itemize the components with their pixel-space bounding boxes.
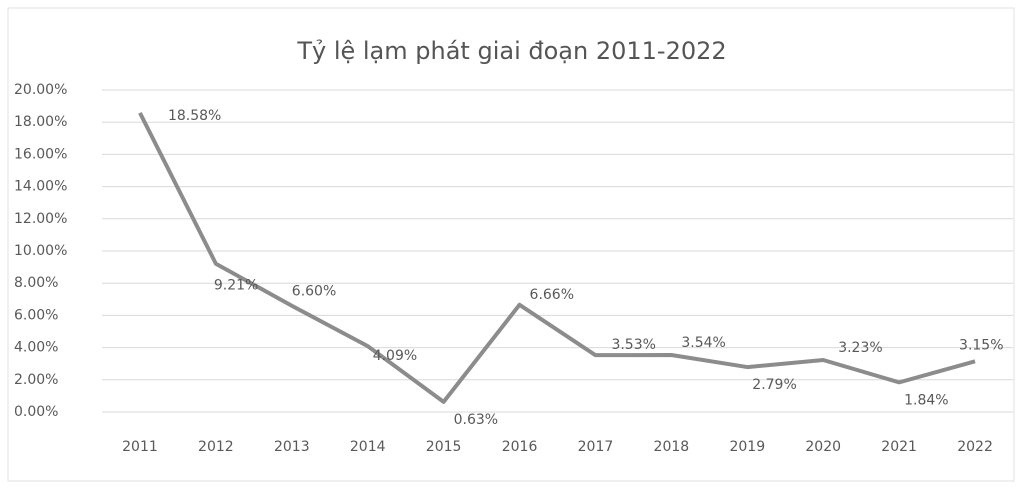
y-tick-label: 6.00% xyxy=(14,307,58,323)
x-tick-label: 2021 xyxy=(881,439,917,455)
y-tick-label: 20.00% xyxy=(14,82,67,98)
x-tick-label: 2022 xyxy=(957,439,993,455)
data-label: 9.21% xyxy=(214,278,258,294)
data-label: 18.58% xyxy=(168,108,221,124)
y-tick-label: 16.00% xyxy=(14,146,67,162)
data-label: 3.23% xyxy=(838,340,882,356)
y-tick-label: 14.00% xyxy=(14,179,67,195)
y-tick-label: 2.00% xyxy=(14,372,58,388)
y-tick-label: 12.00% xyxy=(14,211,67,227)
data-label: 2.79% xyxy=(752,377,796,393)
data-label: 1.84% xyxy=(904,392,948,408)
y-tick-label: 18.00% xyxy=(14,114,67,130)
x-tick-label: 2020 xyxy=(805,439,841,455)
x-tick-label: 2011 xyxy=(122,439,158,455)
x-tick-label: 2019 xyxy=(729,439,765,455)
data-label: 3.53% xyxy=(611,337,655,353)
x-tick-label: 2013 xyxy=(274,439,310,455)
x-tick-label: 2014 xyxy=(350,439,386,455)
line xyxy=(138,111,976,404)
data-label: 4.09% xyxy=(373,348,417,364)
x-tick-label: 2012 xyxy=(198,439,234,455)
x-tick-label: 2016 xyxy=(502,439,538,455)
chart-frame xyxy=(7,7,1015,482)
x-tick-label: 2018 xyxy=(654,439,690,455)
data-label: 3.54% xyxy=(681,335,725,351)
y-tick-label: 4.00% xyxy=(14,340,58,356)
data-label: 0.63% xyxy=(454,412,498,428)
y-tick-label: 10.00% xyxy=(14,243,67,259)
data-label: 6.66% xyxy=(530,287,574,303)
y-tick-label: 8.00% xyxy=(14,275,58,291)
chart-title: Tỷ lệ lạm phát giai đoạn 2011-2022 xyxy=(296,37,726,65)
y-tick-label: 0.00% xyxy=(14,404,58,420)
x-tick-label: 2015 xyxy=(426,439,462,455)
data-label: 6.60% xyxy=(292,284,336,300)
x-tick-label: 2017 xyxy=(578,439,614,455)
data-label: 3.15% xyxy=(959,337,1003,353)
